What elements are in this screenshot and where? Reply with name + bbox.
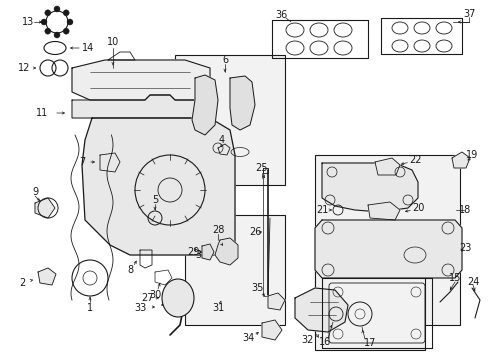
Polygon shape bbox=[229, 76, 254, 130]
Text: 33: 33 bbox=[134, 303, 146, 313]
Text: 11: 11 bbox=[36, 108, 48, 118]
Text: 19: 19 bbox=[465, 150, 477, 160]
Polygon shape bbox=[72, 60, 209, 100]
Text: 36: 36 bbox=[274, 10, 286, 20]
Text: 17: 17 bbox=[363, 338, 375, 348]
Text: 23: 23 bbox=[458, 243, 470, 253]
Polygon shape bbox=[35, 198, 55, 218]
Text: 10: 10 bbox=[107, 37, 119, 47]
Text: 13: 13 bbox=[22, 17, 34, 27]
Circle shape bbox=[63, 10, 69, 16]
Text: 7: 7 bbox=[79, 157, 85, 167]
Text: 31: 31 bbox=[211, 303, 224, 313]
Text: 16: 16 bbox=[318, 337, 330, 347]
Circle shape bbox=[41, 19, 47, 25]
Text: 9: 9 bbox=[32, 187, 38, 197]
Polygon shape bbox=[82, 118, 235, 255]
Polygon shape bbox=[100, 153, 120, 172]
Text: 30: 30 bbox=[148, 290, 161, 300]
Bar bbox=[314, 270, 424, 350]
Text: 4: 4 bbox=[219, 135, 224, 145]
Text: 8: 8 bbox=[127, 265, 133, 275]
Text: 1: 1 bbox=[87, 303, 93, 313]
Polygon shape bbox=[202, 244, 214, 260]
Bar bbox=[175, 55, 285, 185]
Polygon shape bbox=[192, 75, 218, 135]
Polygon shape bbox=[294, 288, 347, 332]
Bar bbox=[184, 215, 285, 325]
Polygon shape bbox=[267, 293, 285, 310]
Text: 14: 14 bbox=[81, 43, 94, 53]
Text: 37: 37 bbox=[462, 9, 474, 19]
Text: 22: 22 bbox=[409, 155, 421, 165]
Circle shape bbox=[54, 6, 60, 12]
Circle shape bbox=[45, 28, 51, 34]
Polygon shape bbox=[367, 202, 399, 220]
Polygon shape bbox=[262, 320, 282, 340]
Circle shape bbox=[54, 32, 60, 38]
Polygon shape bbox=[374, 158, 399, 175]
Text: 34: 34 bbox=[242, 333, 254, 343]
Text: 12: 12 bbox=[18, 63, 30, 73]
Text: 18: 18 bbox=[458, 205, 470, 215]
Circle shape bbox=[67, 19, 73, 25]
Text: 21: 21 bbox=[315, 205, 327, 215]
Polygon shape bbox=[72, 95, 209, 118]
Polygon shape bbox=[451, 152, 469, 168]
Text: 25: 25 bbox=[255, 163, 268, 173]
Text: 28: 28 bbox=[211, 225, 224, 235]
Polygon shape bbox=[314, 220, 461, 278]
Text: 26: 26 bbox=[248, 227, 261, 237]
Polygon shape bbox=[38, 268, 56, 285]
Polygon shape bbox=[321, 163, 417, 212]
Text: 27: 27 bbox=[142, 293, 154, 303]
Text: 2: 2 bbox=[19, 278, 25, 288]
Text: 29: 29 bbox=[186, 247, 199, 257]
Text: 6: 6 bbox=[222, 55, 227, 65]
Ellipse shape bbox=[162, 279, 194, 317]
Text: 20: 20 bbox=[411, 203, 423, 213]
Bar bbox=[314, 155, 459, 325]
Text: 15: 15 bbox=[448, 273, 460, 283]
Circle shape bbox=[45, 10, 51, 16]
Text: 32: 32 bbox=[301, 335, 314, 345]
Text: 3: 3 bbox=[195, 250, 201, 260]
Polygon shape bbox=[215, 238, 238, 265]
Circle shape bbox=[63, 28, 69, 34]
Text: 24: 24 bbox=[466, 277, 478, 287]
Text: 35: 35 bbox=[251, 283, 264, 293]
Text: 5: 5 bbox=[152, 195, 158, 205]
